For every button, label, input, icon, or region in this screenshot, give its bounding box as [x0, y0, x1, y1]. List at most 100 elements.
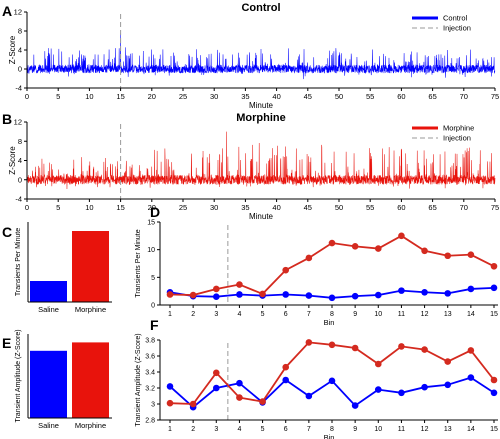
x-axis-label: Bin — [324, 433, 335, 439]
x-tick-label: 1 — [168, 426, 172, 433]
y-tick-label: 3.8 — [145, 338, 155, 345]
x-tick-label: 15 — [490, 311, 498, 318]
y-tick-label: 12 — [14, 8, 22, 17]
panel-label-c: C — [2, 224, 12, 240]
legend-entry: Injection — [443, 134, 471, 143]
x-axis-label: Minute — [249, 212, 274, 221]
x-tick-label: 2 — [191, 311, 195, 318]
y-tick-label: 0 — [151, 303, 155, 310]
x-tick-label: 35 — [241, 203, 249, 212]
data-point-morphine — [490, 262, 498, 270]
data-point-morphine — [212, 285, 220, 293]
bar-morphine — [72, 231, 109, 302]
y-tick-label: 3.4 — [145, 370, 155, 377]
x-tick-label: 3 — [214, 311, 218, 318]
data-point-saline — [351, 292, 359, 300]
x-tick-label: 60 — [397, 203, 405, 212]
x-tick-label: 15 — [116, 92, 124, 101]
x-tick-label: 10 — [85, 92, 93, 101]
x-tick-label: 4 — [237, 426, 241, 433]
data-point-morphine — [189, 400, 197, 408]
y-tick-label: 2.8 — [145, 418, 155, 425]
x-axis-label: Bin — [324, 318, 335, 327]
x-tick-label: 12 — [421, 311, 429, 318]
data-point-morphine — [236, 394, 243, 401]
data-point-morphine — [305, 339, 313, 346]
data-point-saline — [212, 384, 220, 392]
bar-saline — [30, 350, 67, 418]
x-tick-label: 30 — [210, 203, 218, 212]
data-point-morphine — [212, 369, 220, 377]
data-point-saline — [444, 290, 452, 297]
x-category-label: Morphine — [75, 421, 106, 430]
x-tick-label: 25 — [179, 92, 187, 101]
trace-control — [26, 33, 496, 80]
data-point-morphine — [467, 347, 475, 354]
data-point-saline — [398, 389, 405, 397]
data-point-morphine — [374, 360, 382, 368]
y-axis-label: Transients Per Minute — [135, 229, 142, 297]
y-tick-label: -4 — [15, 84, 22, 93]
x-tick-label: 6 — [284, 426, 288, 433]
data-point-morphine — [305, 254, 313, 262]
x-tick-label: 50 — [335, 203, 343, 212]
data-point-morphine — [490, 376, 498, 384]
data-point-saline — [490, 284, 498, 292]
x-tick-label: 14 — [467, 426, 475, 433]
y-tick-label: 4 — [18, 46, 22, 55]
x-tick-label: 0 — [25, 203, 29, 212]
y-tick-label: 10 — [147, 247, 155, 254]
x-tick-label: 0 — [25, 92, 29, 101]
data-point-morphine — [467, 251, 475, 258]
data-point-morphine — [166, 399, 174, 407]
x-tick-label: 65 — [428, 92, 436, 101]
y-axis-label: Transient Amplitude (Z-Score) — [15, 329, 22, 422]
data-point-saline — [282, 376, 290, 384]
panel-f-line-chart: 2.833.23.43.63.81 2 3 4 5 6 7 8 9 10 11 12 13 14 15Bin… — [135, 333, 498, 439]
data-point-saline — [444, 381, 452, 389]
x-tick-label: 7 — [307, 426, 311, 433]
x-tick-label: 11 — [398, 311, 405, 318]
legend-entry: Control — [443, 14, 468, 23]
panel-label-e: E — [2, 335, 11, 351]
trace-morphine — [26, 131, 496, 190]
data-point-saline — [328, 377, 336, 385]
x-tick-label: 65 — [428, 203, 436, 212]
x-category-label: Morphine — [75, 305, 106, 314]
x-tick-label: 20 — [148, 92, 156, 101]
x-tick-label: 70 — [460, 92, 468, 101]
x-tick-label: 10 — [374, 426, 382, 433]
x-tick-label: 55 — [366, 203, 374, 212]
x-tick-label: 45 — [304, 92, 312, 101]
x-category-label: Saline — [38, 421, 59, 430]
chart-title: Morphine — [236, 112, 286, 124]
x-tick-label: 50 — [335, 92, 343, 101]
data-point-morphine — [398, 232, 405, 240]
x-tick-label: 8 — [330, 311, 334, 318]
x-tick-label: 60 — [397, 92, 405, 101]
data-point-morphine — [166, 291, 174, 298]
data-point-saline — [421, 288, 428, 296]
data-point-saline — [421, 383, 428, 391]
data-point-morphine — [189, 291, 197, 299]
data-point-morphine — [374, 245, 382, 252]
y-tick-label: 15 — [147, 220, 155, 227]
x-tick-label: 8 — [330, 426, 334, 433]
x-tick-label: 30 — [210, 92, 218, 101]
x-tick-label: 55 — [366, 92, 374, 101]
x-tick-label: 2 — [191, 426, 195, 433]
data-point-morphine — [398, 343, 405, 350]
x-tick-label: 1 — [168, 311, 172, 318]
x-tick-label: 70 — [460, 203, 468, 212]
data-point-morphine — [444, 252, 452, 260]
panel-label-f: F — [150, 317, 159, 333]
y-tick-label: 0 — [18, 175, 22, 184]
y-tick-label: 3 — [151, 402, 155, 409]
y-tick-label: 5 — [151, 275, 155, 282]
x-tick-label: 35 — [241, 92, 249, 101]
x-tick-label: 9 — [353, 426, 357, 433]
x-tick-label: 10 — [85, 203, 93, 212]
x-tick-label: 45 — [304, 203, 312, 212]
